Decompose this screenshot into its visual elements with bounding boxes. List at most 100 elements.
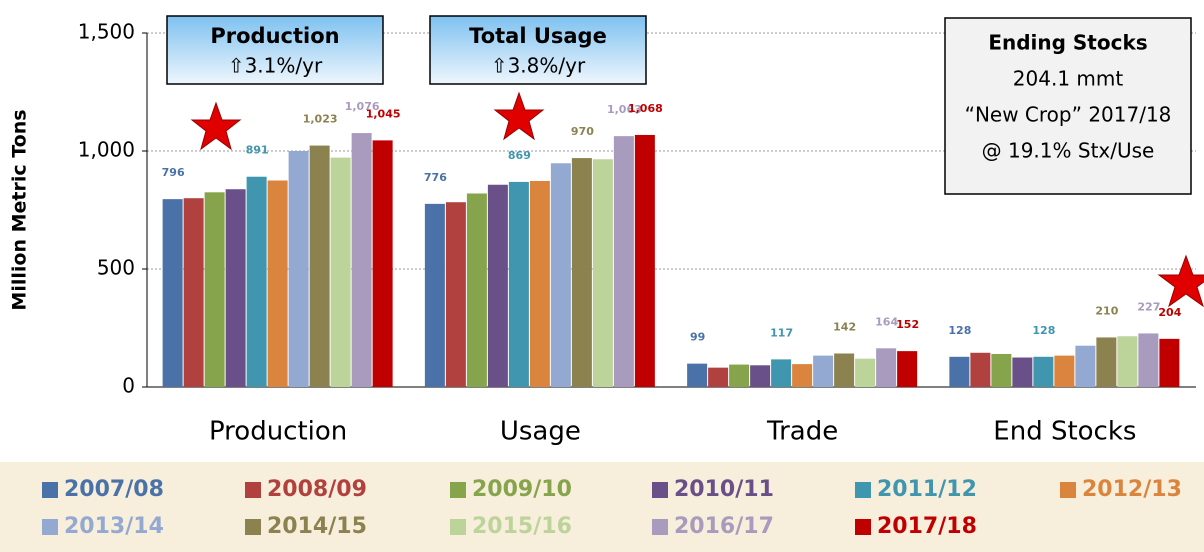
- bar: [550, 163, 571, 387]
- data-label: 891: [246, 144, 269, 157]
- legend-swatch: [42, 519, 58, 535]
- data-label: 227: [1137, 300, 1160, 313]
- data-label: 204: [1158, 306, 1181, 319]
- bar: [372, 140, 393, 387]
- x-tick-label: Usage: [500, 417, 581, 447]
- legend-swatch: [450, 482, 466, 498]
- legend-swatch: [652, 482, 668, 498]
- data-label: 210: [1095, 304, 1118, 317]
- bar: [1138, 333, 1159, 387]
- usage-box: Total Usage ⇧3.8%/yr: [429, 15, 647, 85]
- bar: [1117, 336, 1138, 387]
- legend-label: 2012/13: [1082, 477, 1182, 502]
- data-label: 1,063: [607, 103, 642, 116]
- data-label: 128: [948, 324, 971, 337]
- bar: [225, 189, 246, 387]
- data-label: 117: [770, 326, 793, 339]
- bar: [687, 363, 708, 387]
- bar: [529, 180, 550, 387]
- bar: [792, 364, 813, 387]
- x-tick-label: End Stocks: [993, 417, 1136, 447]
- bar: [309, 145, 330, 387]
- stocks-box: Ending Stocks 204.1 mmt “New Crop” 2017/…: [944, 17, 1192, 195]
- data-label: 142: [833, 320, 856, 333]
- bar: [634, 134, 655, 387]
- star: [493, 91, 545, 141]
- bar: [897, 351, 918, 387]
- legend-label: 2011/12: [877, 477, 977, 502]
- data-label: 99: [690, 331, 705, 344]
- bar: [750, 365, 771, 387]
- annotation: Ending Stocks: [988, 31, 1147, 55]
- annotation: Total Usage: [469, 24, 607, 48]
- legend-label: 2008/09: [267, 477, 367, 502]
- legend-label: 2009/10: [472, 477, 572, 502]
- data-label: 1,076: [345, 100, 380, 113]
- bar: [162, 199, 183, 387]
- legend-label: 2013/14: [64, 514, 164, 539]
- data-label: 152: [896, 318, 919, 331]
- bar: [1075, 345, 1096, 387]
- bar: [1159, 338, 1180, 387]
- legend-swatch: [42, 482, 58, 498]
- bar: [445, 202, 466, 387]
- data-label: 796: [162, 166, 185, 179]
- legend-swatch: [855, 482, 871, 498]
- bar: [592, 159, 613, 387]
- bar: [267, 180, 288, 387]
- bar: [1096, 337, 1117, 387]
- bar: [1012, 357, 1033, 387]
- star: [1157, 254, 1204, 308]
- bar: [855, 358, 876, 387]
- data-label: 869: [508, 149, 531, 162]
- legend-label: 2007/08: [64, 477, 164, 502]
- legend-swatch: [1060, 482, 1076, 498]
- legend-swatch: [450, 519, 466, 535]
- bar: [1033, 356, 1054, 387]
- bar: [508, 181, 529, 387]
- legend-swatch: [245, 482, 261, 498]
- annotation: ⇧3.1%/yr: [228, 54, 323, 78]
- bar: [288, 151, 309, 387]
- annotation: @ 19.1% Stx/Use: [982, 139, 1155, 163]
- bar: [330, 157, 351, 387]
- bar: [351, 133, 372, 387]
- data-label: 164: [875, 315, 898, 328]
- bar: [876, 348, 897, 387]
- bar: [949, 356, 970, 387]
- legend-swatch: [652, 519, 668, 535]
- y-tick-label: 500: [97, 256, 135, 280]
- bar: [246, 176, 267, 387]
- y-tick-label: 1,500: [78, 20, 135, 44]
- legend-label: 2017/18: [877, 514, 977, 539]
- bar: [970, 352, 991, 387]
- legend-label: 2015/16: [472, 514, 572, 539]
- x-tick-label: Trade: [766, 417, 838, 447]
- annotation: “New Crop” 2017/18: [965, 103, 1172, 127]
- data-label: 128: [1032, 324, 1055, 337]
- bar: [834, 353, 855, 387]
- data-label: 970: [571, 125, 594, 138]
- data-label: 776: [424, 171, 447, 184]
- legend-swatch: [245, 519, 261, 535]
- y-tick-label: 1,000: [78, 138, 135, 162]
- legend-label: 2010/11: [674, 477, 774, 502]
- data-label: 1,045: [366, 107, 401, 120]
- legend-label: 2014/15: [267, 514, 367, 539]
- y-tick-label: 0: [122, 374, 135, 398]
- x-tick-label: Production: [209, 417, 347, 447]
- data-label: 1,023: [303, 113, 338, 126]
- annotation: ⇧3.8%/yr: [491, 54, 586, 78]
- bar: [813, 355, 834, 387]
- data-label: 1,068: [628, 102, 663, 115]
- star: [190, 101, 242, 151]
- bar: [991, 353, 1012, 387]
- bar: [771, 359, 792, 387]
- bar: [729, 364, 750, 387]
- bar: [1054, 355, 1075, 387]
- plot: 0 500 1,000 1,500 Production 796 891 1,023 1,076…: [78, 20, 1196, 447]
- legend-background: [0, 462, 1204, 552]
- bar: [204, 192, 225, 387]
- legend-label: 2016/17: [674, 514, 774, 539]
- legend-swatch: [855, 519, 871, 535]
